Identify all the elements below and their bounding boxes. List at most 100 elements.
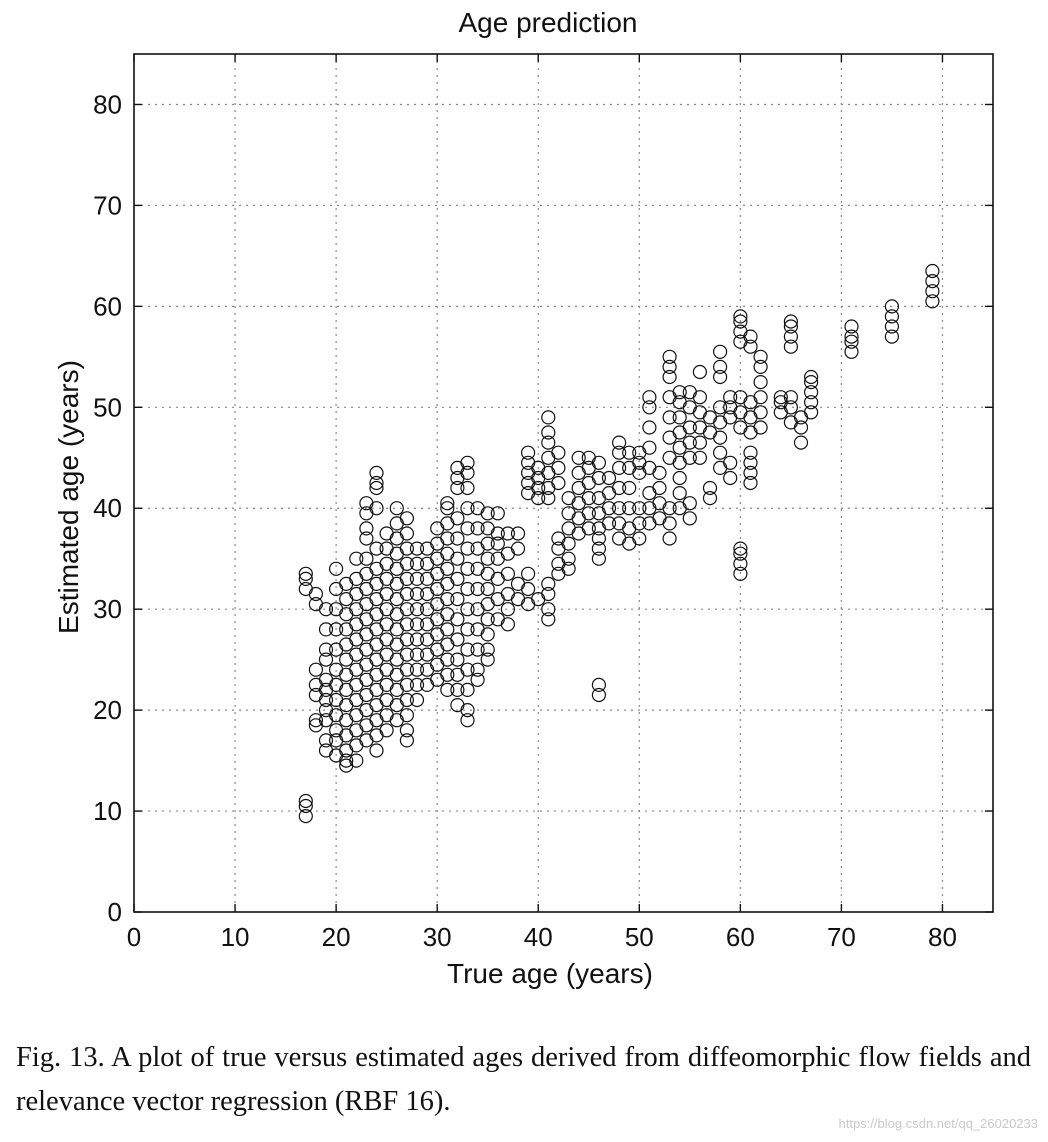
data-point <box>420 647 435 662</box>
data-point <box>884 299 900 314</box>
data-point <box>470 541 485 556</box>
data-point <box>298 566 313 581</box>
data-point <box>662 531 677 546</box>
data-point <box>702 410 718 425</box>
data-point <box>733 546 748 561</box>
data-point <box>520 566 536 581</box>
data-point <box>460 521 475 536</box>
data-point <box>318 652 334 667</box>
data-point <box>440 667 455 682</box>
data-point <box>803 385 819 400</box>
data-point <box>369 465 384 480</box>
data-point <box>480 536 495 551</box>
data-point <box>844 329 859 344</box>
data-point <box>682 385 697 400</box>
data-point <box>561 521 576 536</box>
y-tick-label: 30 <box>93 594 122 624</box>
data-point <box>450 632 465 647</box>
chart-title: Age prediction <box>458 7 637 38</box>
data-point <box>389 591 404 607</box>
data-point <box>379 526 394 541</box>
data-point <box>925 294 940 309</box>
data-point <box>409 602 425 617</box>
data-point <box>591 677 607 693</box>
data-point <box>844 334 859 349</box>
y-tick-label: 20 <box>93 695 122 725</box>
data-point <box>611 460 627 475</box>
data-point <box>672 425 687 440</box>
data-point <box>379 723 394 738</box>
data-point <box>682 496 697 511</box>
data-point <box>672 501 687 516</box>
data-point <box>551 556 566 571</box>
data-point <box>581 460 596 475</box>
data-point <box>773 405 788 420</box>
data-point <box>349 723 364 738</box>
data-point <box>359 627 374 642</box>
data-point <box>753 349 768 364</box>
data-point <box>369 682 384 698</box>
data-point <box>803 369 819 385</box>
data-point <box>369 667 384 682</box>
data-point <box>591 531 607 546</box>
data-point <box>743 475 758 491</box>
data-point <box>440 652 455 667</box>
data-point <box>884 309 900 324</box>
data-point <box>409 556 425 571</box>
data-point <box>723 470 738 486</box>
data-point <box>409 677 425 693</box>
y-tick-label: 10 <box>93 796 122 826</box>
data-point <box>359 687 374 703</box>
data-point <box>531 480 546 496</box>
data-point <box>399 692 414 708</box>
data-point <box>369 652 384 667</box>
data-point <box>844 344 859 359</box>
data-point <box>510 541 526 556</box>
figure-caption: Fig. 13. A plot of true versus estimated… <box>16 1042 1031 1117</box>
data-point <box>389 682 404 698</box>
data-point <box>520 465 536 480</box>
data-point <box>329 622 344 637</box>
data-point <box>349 738 364 753</box>
data-point <box>662 501 677 516</box>
data-point <box>753 405 768 420</box>
data-point <box>500 586 515 602</box>
data-point <box>642 390 657 405</box>
data-point <box>581 450 596 465</box>
data-point <box>753 375 768 390</box>
data-point <box>611 501 627 516</box>
data-point <box>318 672 334 687</box>
data-point <box>450 612 465 627</box>
data-point <box>420 632 435 647</box>
data-point <box>925 263 940 279</box>
x-tick-label: 70 <box>827 922 856 952</box>
data-point <box>712 344 728 359</box>
data-point <box>490 551 505 566</box>
data-point <box>561 561 576 576</box>
data-point <box>399 632 414 647</box>
data-point <box>369 728 384 743</box>
data-point <box>520 581 536 597</box>
data-point <box>551 460 566 475</box>
data-point <box>884 329 900 344</box>
data-point <box>541 465 556 480</box>
data-point <box>642 486 657 501</box>
data-point <box>480 596 495 612</box>
data-point <box>460 541 475 556</box>
data-point <box>318 682 334 698</box>
data-point <box>359 718 374 733</box>
data-point <box>591 455 607 470</box>
data-point <box>712 445 728 460</box>
x-tick-label: 30 <box>423 922 452 952</box>
data-point <box>359 733 374 748</box>
data-point <box>672 385 687 400</box>
data-point <box>561 536 576 551</box>
data-point <box>884 319 900 334</box>
data-point <box>581 491 596 506</box>
data-point <box>339 697 354 713</box>
data-point <box>490 571 505 587</box>
data-point <box>470 561 485 576</box>
data-point <box>308 677 323 693</box>
data-point <box>581 506 596 521</box>
y-tick-label: 70 <box>93 190 122 220</box>
